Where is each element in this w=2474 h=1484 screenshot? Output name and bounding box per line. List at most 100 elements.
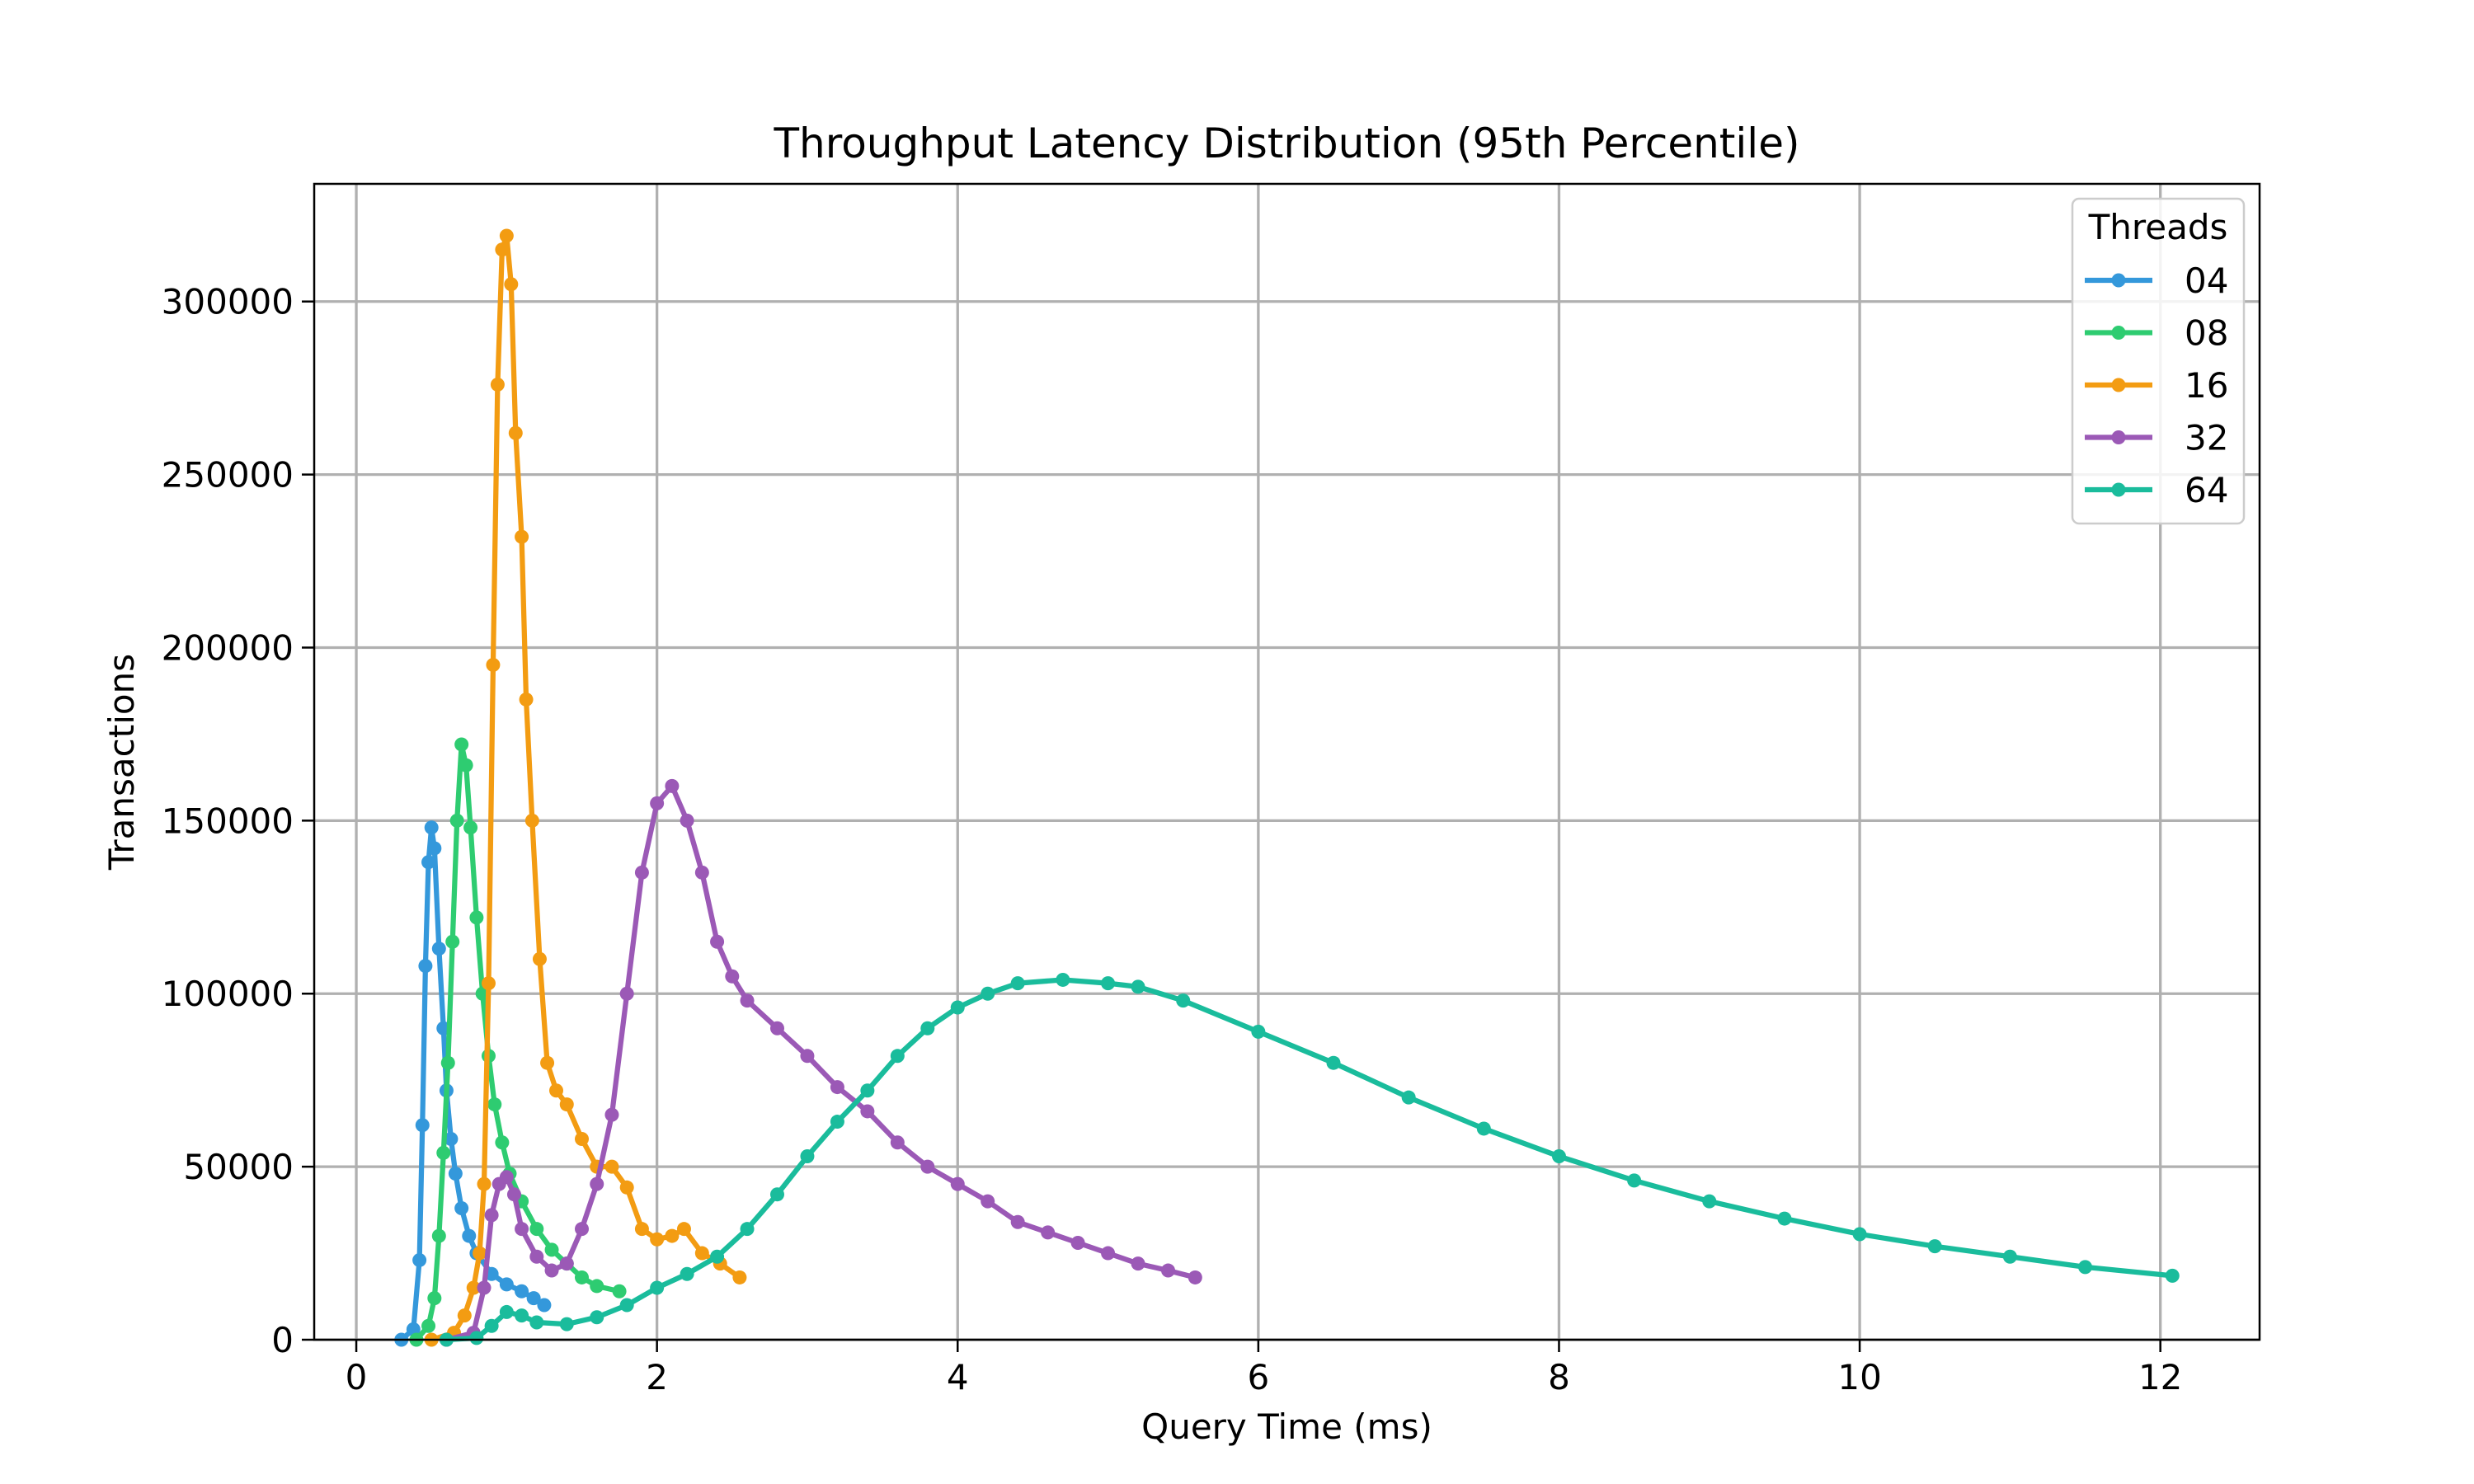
data-point-64 [2165, 1268, 2180, 1283]
data-point-64 [920, 1021, 935, 1036]
data-point-16 [490, 377, 505, 392]
data-point-64 [1551, 1149, 1566, 1164]
data-point-08 [436, 1145, 451, 1160]
data-point-32 [506, 1187, 521, 1202]
data-point-64 [1852, 1227, 1867, 1242]
data-point-64 [1101, 976, 1116, 991]
y-tick-label: 200000 [162, 627, 294, 668]
legend-marker-32 [2111, 430, 2126, 444]
data-point-04 [418, 959, 433, 974]
data-point-32 [590, 1176, 604, 1191]
legend-marker-04 [2111, 273, 2126, 288]
legend-marker-08 [2111, 326, 2126, 340]
data-point-16 [732, 1270, 747, 1284]
data-point-32 [529, 1249, 544, 1264]
data-point-08 [529, 1222, 544, 1237]
data-point-04 [537, 1298, 552, 1313]
data-point-08 [449, 813, 464, 828]
legend-title: Threads [2088, 207, 2228, 247]
y-tick-label: 300000 [162, 282, 294, 322]
data-point-32 [574, 1222, 589, 1237]
data-point-32 [680, 813, 694, 828]
data-point-16 [574, 1132, 589, 1147]
data-point-32 [800, 1049, 815, 1064]
data-point-16 [694, 1246, 709, 1261]
data-point-08 [427, 1291, 442, 1306]
data-point-04 [499, 1277, 514, 1292]
legend-marker-16 [2111, 378, 2126, 392]
data-point-04 [526, 1291, 541, 1306]
chart-title: Throughput Latency Distribution (95th Pe… [774, 120, 1800, 167]
data-point-16 [477, 1176, 492, 1191]
data-point-64 [1927, 1239, 1942, 1254]
data-point-16 [604, 1159, 619, 1174]
data-point-32 [830, 1080, 844, 1095]
data-point-16 [524, 813, 539, 828]
data-point-04 [431, 942, 446, 956]
data-point-64 [950, 1000, 965, 1015]
data-point-32 [1041, 1225, 1056, 1240]
data-point-04 [412, 1252, 427, 1267]
data-point-64 [800, 1149, 815, 1164]
data-point-64 [769, 1187, 784, 1202]
data-point-64 [1056, 972, 1070, 987]
data-point-64 [484, 1318, 499, 1333]
y-tick-label: 100000 [162, 974, 294, 1014]
data-point-16 [473, 1246, 487, 1261]
x-tick-label: 6 [1247, 1357, 1269, 1397]
legend-label-08: 08 [2185, 313, 2228, 354]
data-point-64 [590, 1310, 604, 1325]
data-point-16 [665, 1228, 680, 1243]
series-64 [439, 972, 2180, 1347]
data-point-64 [860, 1083, 875, 1098]
y-tick-label: 0 [271, 1320, 294, 1360]
data-point-16 [499, 228, 514, 243]
legend-marker-64 [2111, 482, 2126, 497]
data-point-32 [1188, 1270, 1202, 1284]
data-point-64 [1702, 1194, 1717, 1209]
data-point-08 [469, 910, 484, 925]
data-point-32 [484, 1208, 499, 1223]
data-point-64 [499, 1304, 514, 1319]
data-point-32 [725, 969, 740, 984]
data-point-16 [486, 657, 501, 672]
data-point-32 [1101, 1246, 1116, 1261]
data-point-04 [421, 855, 436, 870]
data-point-04 [454, 1200, 469, 1215]
data-point-08 [440, 1055, 455, 1070]
data-point-04 [424, 820, 439, 835]
plot-frame [313, 182, 2261, 1341]
data-point-04 [427, 841, 442, 856]
data-point-64 [559, 1317, 574, 1331]
y-axis-label: Transactions [101, 654, 142, 871]
data-point-32 [1070, 1235, 1085, 1250]
data-point-16 [466, 1280, 481, 1295]
data-point-16 [508, 425, 523, 440]
data-point-64 [2002, 1249, 2017, 1264]
data-point-32 [544, 1263, 559, 1278]
data-point-08 [459, 758, 473, 773]
data-point-32 [1160, 1263, 1175, 1278]
data-point-32 [634, 865, 649, 880]
data-point-08 [463, 820, 478, 835]
data-point-08 [544, 1242, 559, 1257]
data-point-64 [981, 986, 995, 1001]
data-point-16 [481, 976, 496, 991]
data-point-32 [515, 1222, 529, 1237]
data-point-64 [1176, 993, 1191, 1008]
data-point-08 [574, 1270, 589, 1284]
data-point-64 [515, 1308, 529, 1323]
data-point-16 [559, 1097, 574, 1112]
x-tick-label: 2 [646, 1357, 668, 1397]
data-point-04 [415, 1118, 430, 1133]
data-point-32 [950, 1176, 965, 1191]
data-point-64 [1627, 1173, 1642, 1188]
data-point-16 [519, 692, 534, 707]
data-point-64 [1777, 1211, 1792, 1226]
data-point-08 [431, 1228, 446, 1243]
data-point-08 [487, 1097, 502, 1112]
data-point-16 [634, 1222, 649, 1237]
data-point-64 [1401, 1090, 1416, 1105]
